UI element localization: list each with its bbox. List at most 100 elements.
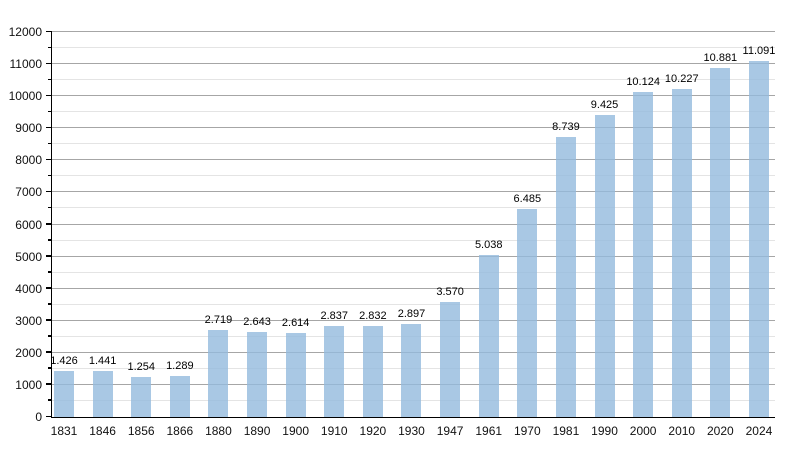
gridline-minor (52, 111, 775, 113)
gridline-minor (52, 143, 775, 145)
gridline-major (52, 31, 775, 32)
y-axis-tick (46, 287, 52, 289)
bar-1970 (517, 208, 538, 417)
bar-1920 (362, 326, 383, 417)
bar-value-label: 11.091 (742, 45, 776, 58)
x-axis-label: 2000 (629, 424, 657, 438)
x-axis-label: 2010 (668, 424, 696, 438)
y-axis-tick (46, 415, 52, 417)
gridline-minor (52, 79, 775, 81)
x-axis-label: 1961 (475, 424, 503, 438)
gridline-major (52, 287, 775, 289)
bar-1856 (131, 376, 152, 417)
x-axis-label: 1831 (50, 424, 78, 438)
bar-value-label: 1.254 (127, 360, 155, 373)
bar-1930 (401, 324, 422, 417)
bar-value-label: 1.426 (50, 355, 78, 368)
bar-slot-2010: 10.227 2010 (665, 32, 699, 437)
bar-value-label: 2.837 (320, 309, 349, 322)
bar-value-label: 1.289 (166, 359, 194, 372)
x-axis-label: 1846 (89, 424, 116, 438)
y-axis-tick (48, 174, 52, 177)
bar-2010 (671, 88, 692, 417)
y-axis-label: 12000 (8, 25, 42, 39)
bar-1900 (285, 333, 306, 417)
bar-2020 (710, 67, 731, 417)
bar-slot-2020: 10.881 2020 (704, 32, 738, 437)
y-axis-tick (48, 303, 52, 305)
gridline-major (52, 95, 775, 97)
y-axis-label: 4000 (15, 281, 42, 296)
bars-layer: 1.426 1831 1.441 1846 1.254 1856 1.289 1866 2.71… (50, 32, 776, 437)
bar-1831 (54, 371, 74, 417)
y-axis-tick (48, 110, 52, 113)
y-axis-label: 9000 (15, 121, 42, 136)
bar-1910 (324, 325, 345, 417)
gridline-minor (52, 303, 775, 305)
gridline-minor (52, 271, 775, 273)
y-axis-tick (48, 78, 52, 81)
bar-slot-1866: 1.289 1866 (166, 32, 194, 437)
y-axis-label: 5000 (15, 249, 42, 264)
gridline-major (52, 63, 775, 65)
bar-value-label: 2.832 (359, 310, 387, 323)
y-axis-label: 3000 (15, 313, 42, 328)
gridline-minor (52, 175, 775, 177)
bar-1961 (478, 255, 499, 417)
bar-1947 (440, 302, 461, 417)
x-axis-label: 1880 (205, 424, 232, 438)
y-axis-tick (46, 126, 52, 129)
gridline-major (52, 191, 775, 193)
y-axis-tick (46, 62, 52, 65)
bar-value-label: 2.614 (281, 317, 310, 330)
x-axis-label: 1930 (398, 424, 425, 438)
bar-slot-1930: 2.897 1930 (398, 32, 426, 437)
y-axis-tick (48, 367, 52, 369)
x-axis-label: 1981 (552, 424, 580, 438)
bar-value-label: 10.881 (703, 51, 738, 64)
gridline-major (52, 223, 775, 225)
bar-1846 (92, 370, 113, 417)
bar-slot-1981: 8.739 1981 (552, 32, 580, 437)
bar-slot-1990: 9.425 1990 (591, 32, 619, 437)
x-axis-label: 1947 (436, 424, 464, 438)
y-axis-tick (46, 255, 52, 257)
gridline-minor (52, 239, 775, 241)
y-axis-tick (46, 383, 52, 385)
bar-value-label: 10.124 (626, 76, 660, 89)
y-axis-tick (48, 239, 52, 241)
y-axis-label: 0 (35, 410, 42, 424)
bar-2000 (633, 92, 654, 417)
y-axis-tick (46, 190, 52, 193)
y-axis-tick (46, 158, 52, 161)
gridline-major (52, 255, 775, 257)
bar-value-label: 3.570 (436, 286, 464, 299)
y-axis-tick (48, 206, 52, 209)
bar-slot-1856: 1.254 1856 (127, 32, 155, 437)
bar-value-label: 8.739 (552, 120, 580, 133)
gridline-major (52, 159, 775, 161)
y-axis-label: 7000 (15, 185, 42, 200)
bar-slot-1890: 2.643 1890 (243, 32, 271, 437)
bar-slot-2024: 11.091 2024 (743, 32, 776, 437)
y-axis-tick (48, 271, 52, 273)
bar-1866 (169, 375, 190, 417)
y-axis-label: 6000 (15, 217, 42, 232)
bar-slot-1910: 2.837 1910 (321, 32, 349, 437)
bar-value-label: 9.425 (590, 98, 619, 111)
bar-value-label: 6.485 (513, 192, 542, 205)
y-axis-tick (46, 223, 52, 225)
bar-value-label: 10.227 (664, 72, 699, 85)
bar-1890 (247, 332, 268, 417)
y-axis-tick (48, 142, 52, 145)
bar-1990 (594, 114, 615, 417)
bar-slot-1961: 5.038 1961 (475, 32, 503, 437)
gridline-minor (52, 207, 775, 209)
bar-value-label: 2.897 (397, 308, 426, 321)
bar-1880 (208, 329, 229, 417)
gridline-minor (52, 47, 775, 49)
x-axis-label: 1900 (282, 424, 310, 438)
y-axis-label: 11000 (9, 57, 42, 72)
x-axis-label: 1890 (243, 424, 271, 438)
